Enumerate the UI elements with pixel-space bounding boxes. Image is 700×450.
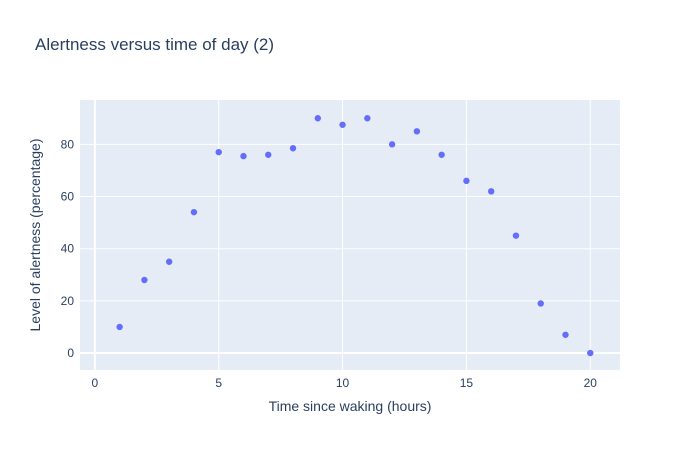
data-point[interactable] — [364, 115, 371, 122]
plot-area — [80, 100, 620, 370]
y-tick-label: 20 — [61, 294, 75, 308]
data-point[interactable] — [562, 331, 569, 338]
chart-title: Alertness versus time of day (2) — [35, 35, 274, 54]
y-tick-label: 80 — [61, 137, 75, 151]
x-tick-label: 10 — [336, 376, 350, 390]
data-point[interactable] — [289, 145, 297, 152]
data-point[interactable] — [215, 148, 222, 156]
tick-labels: 0 5 10 15 20 0 20 40 60 80 — [61, 137, 598, 390]
y-tick-label: 40 — [61, 242, 75, 256]
data-point[interactable] — [463, 177, 470, 185]
data-point[interactable] — [165, 258, 173, 265]
data-point[interactable] — [413, 128, 421, 135]
data-point[interactable] — [388, 141, 396, 148]
data-point[interactable] — [240, 152, 247, 160]
data-point[interactable] — [537, 300, 544, 307]
y-tick-label: 0 — [67, 346, 74, 360]
data-point[interactable] — [116, 323, 123, 331]
data-points — [116, 115, 594, 357]
data-point[interactable] — [339, 121, 346, 128]
data-point[interactable] — [314, 115, 321, 122]
x-tick-label: 5 — [215, 376, 222, 390]
data-point[interactable] — [438, 151, 445, 158]
x-axis-title: Time since waking (hours) — [269, 398, 432, 414]
grid-lines — [80, 100, 620, 370]
data-point[interactable] — [141, 276, 148, 284]
data-point[interactable] — [512, 232, 520, 239]
x-tick-label: 15 — [460, 376, 474, 390]
x-tick-label: 0 — [92, 376, 99, 390]
x-tick-label: 20 — [584, 376, 598, 390]
data-point[interactable] — [190, 208, 198, 216]
y-tick-label: 60 — [61, 190, 75, 204]
y-axis-title: Level of alertness (percentage) — [27, 139, 43, 332]
data-point[interactable] — [487, 188, 495, 195]
data-point[interactable] — [587, 349, 594, 357]
data-point[interactable] — [265, 151, 272, 158]
